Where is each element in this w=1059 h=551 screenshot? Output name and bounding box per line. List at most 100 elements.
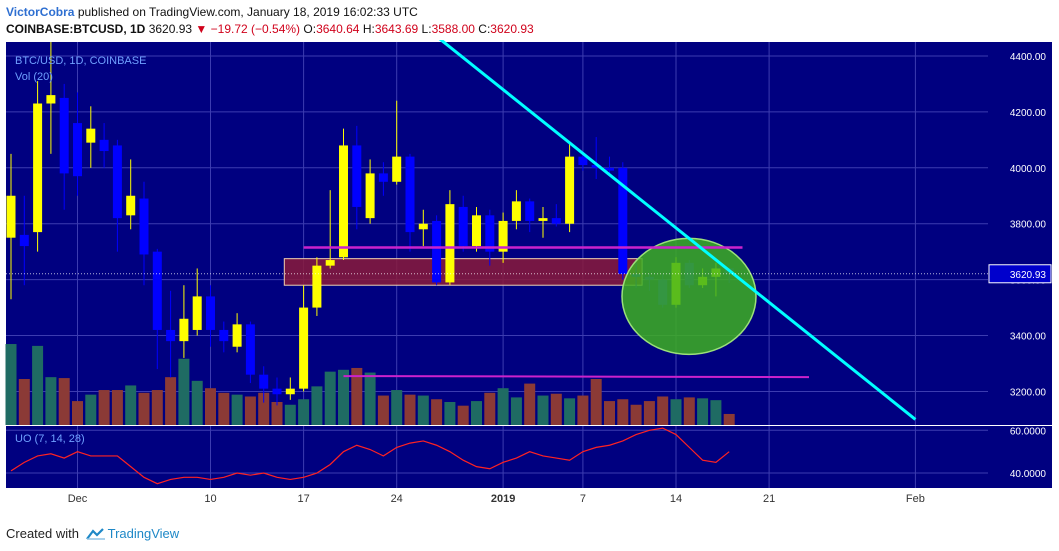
trendline	[438, 40, 917, 421]
volume-bar	[111, 390, 123, 425]
volume-bar	[5, 344, 17, 425]
high-label: H:	[362, 22, 375, 36]
volume-bar	[32, 345, 44, 425]
x-tick-label: 7	[580, 493, 586, 505]
candle-body	[405, 156, 415, 233]
chart-canvas[interactable]: Dec 10 17 24 2019 7 14 21 Feb 4400.00 4200.00 4000.…	[0, 40, 1059, 522]
volume-bar	[564, 398, 576, 425]
last-price: 3620.93	[148, 22, 193, 36]
candle-body	[259, 374, 269, 389]
candle-body	[112, 145, 122, 219]
candle-body	[285, 388, 295, 395]
y-tick-label: 4200.00	[1010, 108, 1047, 119]
candle-body	[498, 220, 508, 252]
candle-body	[605, 167, 614, 171]
volume-bar	[537, 395, 549, 425]
volume-bar	[231, 394, 243, 425]
tradingview-brand[interactable]: TradingView	[107, 526, 180, 541]
candle-body	[6, 195, 16, 238]
volume-bar	[311, 386, 323, 425]
candle-body	[538, 218, 548, 221]
volume-bar	[351, 367, 363, 425]
volume-bar	[178, 358, 190, 425]
volume-bar	[444, 402, 456, 425]
y-tick-label: 3200.00	[1010, 387, 1047, 398]
volume-bar	[324, 371, 336, 425]
y-tick-label: 4000.00	[1010, 164, 1047, 175]
highlight-circle	[621, 237, 757, 356]
volume-bar	[85, 394, 97, 425]
volume-bar	[710, 400, 722, 425]
candle-body	[219, 329, 229, 342]
candle-body	[445, 204, 455, 283]
candle-body	[73, 123, 82, 177]
footer: Created with TradingView	[6, 526, 179, 541]
low-value: 3588.00	[431, 22, 475, 36]
volume-bar	[271, 402, 283, 425]
candle-body	[618, 167, 628, 275]
volume-bar	[138, 392, 150, 425]
symbol-name: COINBASE:BTCUSD, 1D	[6, 22, 146, 36]
down-arrow-icon: ▼	[195, 22, 208, 36]
candle-body	[458, 206, 468, 247]
indicator-label: UO (7, 14, 28)	[15, 433, 85, 445]
x-tick-label: 2019	[491, 493, 515, 505]
volume-bar	[151, 390, 163, 425]
volume-bar	[18, 379, 30, 425]
volume-bar	[604, 401, 615, 425]
candle-body	[418, 223, 428, 230]
volume-bar	[58, 378, 70, 425]
volume-bar	[630, 404, 642, 425]
candle-body	[192, 296, 202, 330]
volume-bar	[590, 379, 602, 425]
volume-bar	[45, 377, 57, 425]
candle-body	[525, 201, 535, 221]
x-tick-label: Feb	[906, 493, 925, 505]
volume-bar	[125, 385, 137, 425]
volume-bar	[404, 394, 416, 425]
candle-body	[166, 329, 176, 342]
candle-body	[152, 251, 162, 330]
volume-bar	[338, 369, 349, 425]
high-value: 3643.69	[374, 22, 419, 36]
volume-bar	[550, 393, 562, 425]
uo-line	[10, 427, 730, 485]
supply-zone	[283, 258, 643, 286]
published-text: published on TradingView.com, January 18…	[77, 5, 418, 19]
candle-body	[46, 95, 56, 104]
publish-info: VictorCobra published on TradingView.com…	[6, 5, 418, 19]
volume-bar	[670, 399, 682, 425]
tradingview-logo-icon	[85, 528, 105, 540]
author-name[interactable]: VictorCobra	[6, 5, 75, 19]
candle-body	[591, 165, 601, 168]
volume-bar	[497, 388, 509, 425]
volume-bar	[510, 397, 522, 425]
candle-body	[126, 195, 136, 216]
last-price-label: 3620.93	[1010, 270, 1047, 281]
candle-body	[352, 145, 362, 207]
uo-tick-label: 60.0000	[1010, 426, 1047, 437]
symbol-info: COINBASE:BTCUSD, 1D 3620.93 ▼ −19.72 (−0…	[6, 22, 534, 36]
created-with-text: Created with	[6, 526, 79, 541]
candle-body	[59, 97, 69, 174]
candle-body	[511, 201, 521, 221]
volume-bar	[643, 401, 655, 425]
candle-body	[578, 156, 588, 166]
volume-bar	[218, 392, 230, 425]
price-panel	[6, 42, 988, 425]
y-tick-label: 3400.00	[1010, 332, 1047, 343]
support-line	[343, 375, 810, 379]
x-tick-label: 10	[204, 493, 216, 505]
candle-body	[272, 388, 282, 395]
uo-tick-label: 40.0000	[1010, 469, 1047, 480]
volume-bar	[723, 413, 735, 425]
candle-body	[312, 265, 322, 308]
volume-bar	[377, 395, 389, 425]
candle-body	[99, 139, 109, 152]
x-tick-label: 14	[670, 493, 682, 505]
candle-body	[245, 324, 255, 375]
price-change: −19.72 (−0.54%)	[210, 22, 301, 36]
candle-body	[339, 145, 348, 258]
candle-body	[232, 324, 242, 347]
candle-body	[392, 156, 402, 182]
